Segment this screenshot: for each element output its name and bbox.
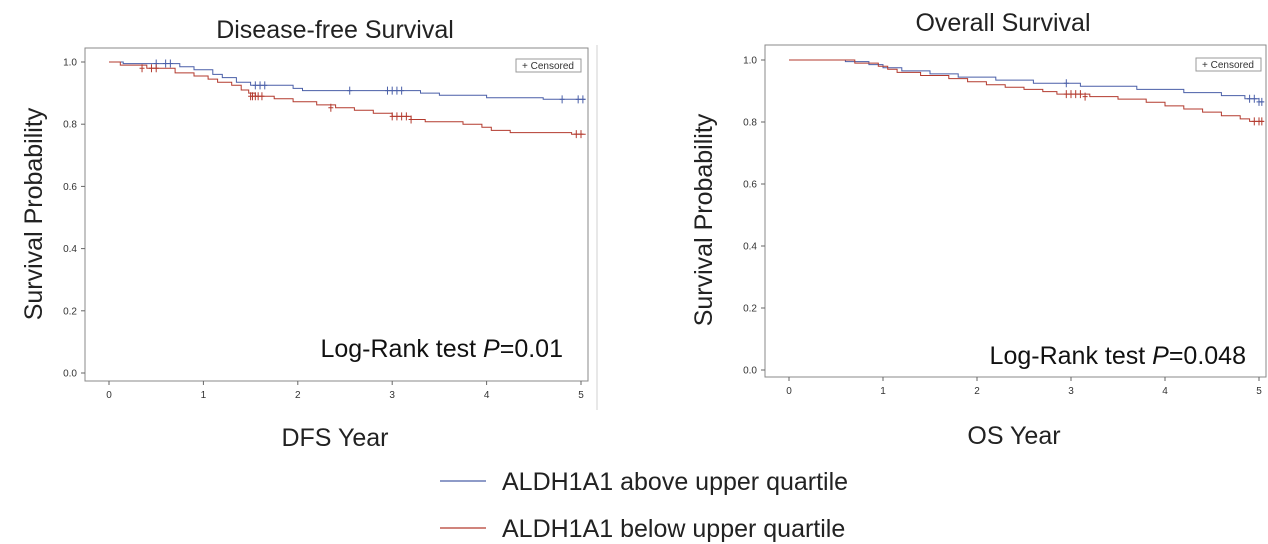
legend-label-above: ALDH1A1 above upper quartile: [502, 468, 848, 496]
dfs-x-tick-label: 5: [578, 390, 584, 401]
os-censor-mark-below: [1259, 117, 1265, 126]
dfs-x-tick-label: 0: [106, 390, 112, 401]
dfs-y-ticks: 0.0 0.2 0.4 0.6 0.8 1.0: [63, 58, 85, 380]
dfs-series-above-line: [109, 61, 586, 100]
os-censor-mark-below: [1251, 117, 1257, 126]
dfs-y-tick-label: 0.4: [63, 244, 77, 255]
dfs-x-tick-label: 3: [389, 390, 395, 401]
dfs-censor-mark-above: [257, 81, 263, 90]
os-y-tick-label: 1.0: [743, 56, 757, 67]
os-censor-mark-above: [1063, 79, 1069, 88]
os-x-ticks: 0 1 2 3 4 5: [786, 377, 1262, 397]
dfs-censor-mark-above: [575, 95, 581, 104]
dfs-y-axis-label: Survival Probability: [20, 107, 48, 320]
os-censor-mark-below: [1082, 92, 1088, 101]
os-censor-legend: + Censored: [1195, 57, 1262, 72]
dfs-series-layer: [109, 59, 586, 139]
os-series-layer: [789, 59, 1265, 126]
dfs-censor-mark-above: [252, 81, 258, 90]
dfs-censor-mark-below: [259, 92, 265, 101]
os-logrank-p: P: [1152, 342, 1169, 370]
os-x-tick-label: 5: [1256, 386, 1262, 397]
os-y-tick-label: 0.6: [743, 180, 757, 191]
dfs-panel: Disease-free Survival Survival Probabili…: [20, 16, 598, 452]
os-censor-legend-box: [1195, 57, 1262, 72]
dfs-logrank-p: P: [483, 335, 500, 363]
dfs-censor-legend-text: + Censored: [522, 61, 574, 72]
os-censor-mark-below: [1068, 90, 1074, 99]
shared-legend: ALDH1A1 above upper quartile ALDH1A1 bel…: [440, 468, 848, 543]
dfs-censor-mark-below: [389, 112, 395, 121]
dfs-y-tick-label: 1.0: [63, 58, 77, 69]
os-y-axis-label: Survival Probability: [690, 113, 718, 326]
dfs-censor-mark-above: [399, 86, 405, 95]
dfs-censor-mark-above: [580, 95, 586, 104]
dfs-censor-mark-above: [389, 86, 395, 95]
os-series-above-line: [789, 59, 1264, 103]
os-censor-mark-above: [1247, 94, 1253, 103]
os-x-tick-label: 2: [974, 386, 980, 397]
os-logrank-value: =0.048: [1169, 342, 1246, 370]
os-censor-mark-below: [1073, 90, 1079, 99]
os-y-tick-label: 0.0: [743, 366, 757, 377]
dfs-censor-mark-below: [403, 112, 409, 121]
dfs-censor-legend-box: [515, 58, 582, 73]
dfs-x-tick-label: 4: [484, 390, 490, 401]
os-logrank-annotation: Log-Rank test P=0.048: [990, 342, 1246, 370]
dfs-plot-frame: [84, 47, 589, 382]
dfs-y-tick-label: 0.2: [63, 306, 77, 317]
dfs-title: Disease-free Survival: [216, 16, 454, 44]
dfs-series-below-line: [109, 61, 586, 135]
os-panel: Overall Survival Survival Probability 0.…: [690, 9, 1267, 450]
os-y-ticks: 0.0 0.2 0.4 0.6 0.8 1.0: [743, 56, 765, 377]
dfs-logrank-value: =0.01: [500, 335, 563, 363]
dfs-censor-mark-above: [384, 86, 390, 95]
os-x-tick-label: 4: [1162, 386, 1168, 397]
dfs-y-tick-label: 0.0: [63, 369, 77, 380]
os-censor-mark-below: [1077, 90, 1083, 99]
os-y-tick-label: 0.2: [743, 304, 757, 315]
dfs-x-axis-label: DFS Year: [281, 424, 388, 452]
os-censor-mark-above: [1251, 94, 1257, 103]
os-y-tick-label: 0.8: [743, 118, 757, 129]
os-censor-mark-above: [1259, 97, 1265, 106]
dfs-censor-mark-above: [167, 59, 173, 68]
os-x-tick-label: 1: [880, 386, 886, 397]
legend-label-below: ALDH1A1 below upper quartile: [502, 515, 845, 543]
dfs-censor-mark-below: [139, 64, 145, 73]
os-series-below-line: [789, 59, 1264, 122]
dfs-y-tick-label: 0.8: [63, 120, 77, 131]
os-y-tick-label: 0.4: [743, 242, 757, 253]
dfs-censor-mark-below: [148, 64, 154, 73]
dfs-x-tick-label: 1: [201, 390, 207, 401]
os-plot-frame: [764, 44, 1267, 378]
dfs-logrank-annotation: Log-Rank test P=0.01: [320, 335, 563, 363]
dfs-censor-legend: + Censored: [515, 58, 582, 73]
os-x-tick-label: 3: [1068, 386, 1074, 397]
dfs-censor-mark-above: [262, 81, 268, 90]
os-censor-legend-text: + Censored: [1202, 60, 1254, 71]
dfs-censor-mark-below: [153, 64, 159, 73]
dfs-censor-mark-above: [347, 86, 353, 95]
dfs-censor-mark-above: [559, 95, 565, 104]
os-x-axis-label: OS Year: [967, 422, 1060, 450]
dfs-x-ticks: 0 1 2 3 4 5: [106, 381, 584, 401]
dfs-censor-mark-below: [394, 112, 400, 121]
dfs-logrank-prefix: Log-Rank test: [320, 335, 483, 363]
dfs-censor-mark-below: [328, 103, 334, 112]
dfs-censor-mark-below: [573, 130, 579, 139]
dfs-censor-mark-below: [408, 115, 414, 124]
dfs-y-tick-label: 0.6: [63, 182, 77, 193]
os-logrank-prefix: Log-Rank test: [990, 342, 1153, 370]
os-x-tick-label: 0: [786, 386, 792, 397]
dfs-censor-mark-below: [399, 112, 405, 121]
dfs-censor-mark-above: [163, 59, 169, 68]
os-censor-mark-below: [1063, 90, 1069, 99]
dfs-x-tick-label: 2: [295, 390, 301, 401]
dfs-censor-mark-above: [394, 86, 400, 95]
dfs-censor-mark-below: [578, 130, 584, 139]
os-title: Overall Survival: [915, 9, 1090, 37]
